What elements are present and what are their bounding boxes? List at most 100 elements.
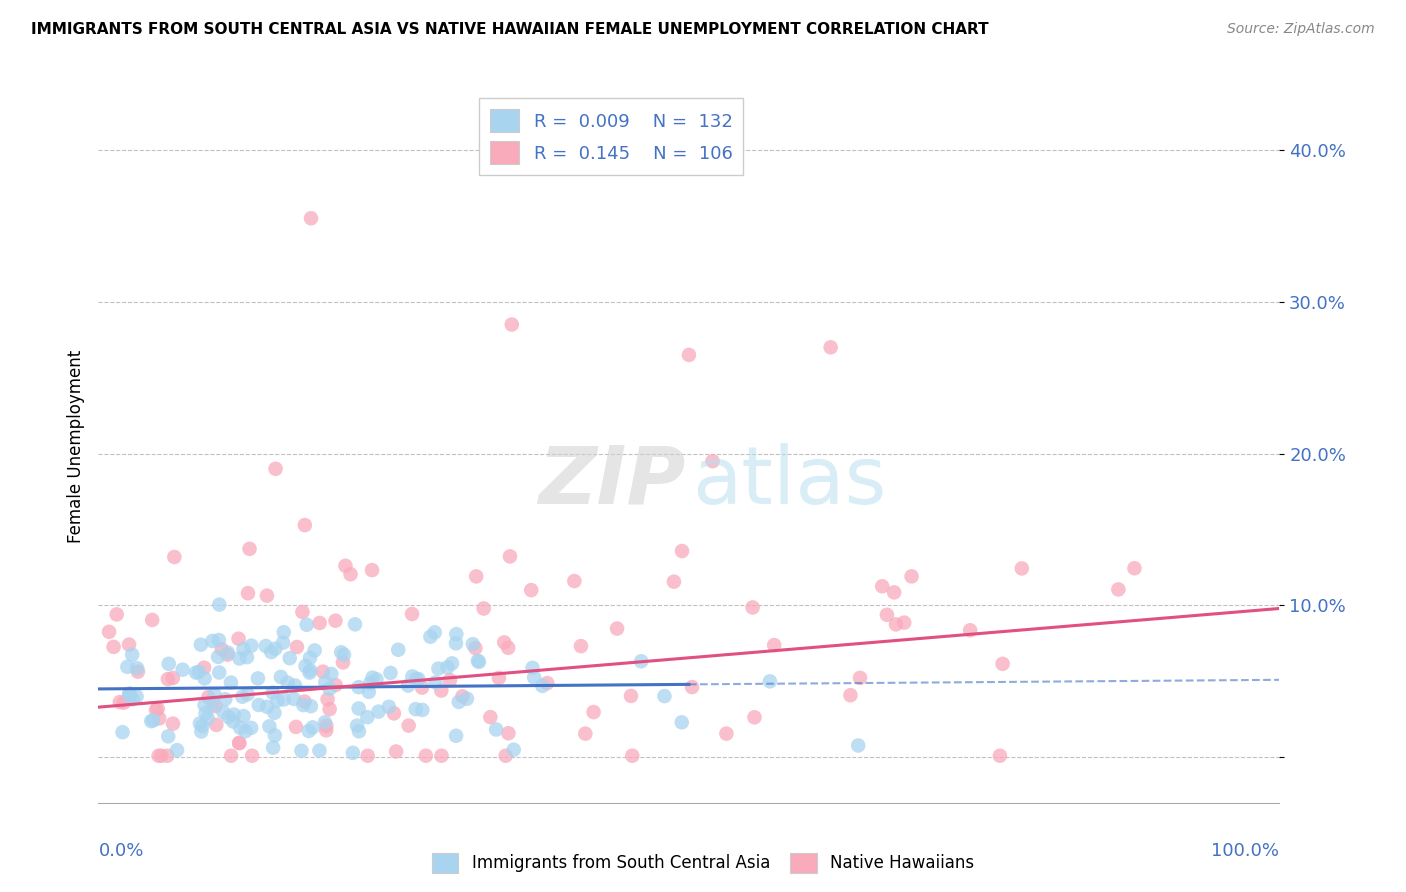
Point: [148, 748, 170, 763]
Point: [299, 699, 322, 714]
Point: [188, 716, 211, 731]
Point: [820, 340, 842, 354]
Point: [522, 661, 544, 675]
Point: [118, 687, 141, 701]
Point: [366, 673, 388, 687]
Point: [335, 558, 357, 573]
Point: [325, 678, 347, 692]
Point: [211, 642, 233, 657]
Point: [98, 624, 121, 639]
Point: [316, 692, 339, 706]
Point: [217, 648, 239, 662]
Point: [325, 614, 347, 628]
Point: [423, 625, 446, 640]
Point: [347, 701, 370, 715]
Point: [278, 651, 301, 665]
Point: [232, 642, 254, 657]
Point: [121, 692, 143, 706]
Point: [361, 671, 384, 685]
Point: [991, 657, 1014, 671]
Point: [405, 672, 427, 686]
Point: [172, 663, 194, 677]
Point: [228, 632, 250, 646]
Point: [849, 671, 872, 685]
Point: [262, 740, 284, 755]
Point: [582, 705, 605, 719]
Point: [430, 683, 453, 698]
Point: [256, 589, 278, 603]
Point: [464, 641, 486, 656]
Point: [436, 660, 458, 674]
Point: [654, 689, 676, 703]
Point: [900, 569, 922, 583]
Point: [212, 705, 235, 719]
Point: [184, 665, 207, 680]
Point: [222, 707, 245, 722]
Point: [357, 685, 380, 699]
Point: [236, 586, 259, 600]
Point: [273, 692, 295, 706]
Point: [347, 680, 370, 694]
Text: Source: ZipAtlas.com: Source: ZipAtlas.com: [1227, 22, 1375, 37]
Text: 100.0%: 100.0%: [1212, 842, 1279, 860]
Point: [494, 635, 516, 649]
Point: [382, 706, 405, 721]
Point: [263, 706, 285, 720]
Point: [488, 671, 510, 685]
Point: [621, 748, 644, 763]
Text: ZIP: ZIP: [538, 442, 685, 521]
Point: [870, 579, 893, 593]
Legend: Immigrants from South Central Asia, Native Hawaiians: Immigrants from South Central Asia, Nati…: [425, 847, 981, 880]
Point: [205, 718, 228, 732]
Point: [465, 569, 488, 583]
Point: [190, 638, 212, 652]
Point: [496, 640, 519, 655]
Point: [893, 615, 915, 630]
Point: [301, 720, 323, 734]
Point: [479, 710, 502, 724]
Point: [214, 692, 236, 706]
Point: [444, 636, 467, 650]
Point: [236, 650, 259, 665]
Point: [117, 660, 139, 674]
Point: [108, 695, 131, 709]
Point: [118, 688, 141, 702]
Point: [321, 667, 343, 681]
Point: [259, 719, 281, 733]
Point: [236, 687, 259, 701]
Point: [415, 748, 437, 763]
Point: [339, 567, 361, 582]
Point: [240, 721, 263, 735]
Point: [273, 625, 295, 640]
Point: [219, 675, 242, 690]
Point: [163, 549, 186, 564]
Point: [270, 670, 292, 684]
Point: [884, 617, 907, 632]
Point: [1107, 582, 1129, 597]
Point: [446, 627, 468, 641]
Point: [260, 645, 283, 659]
Point: [204, 688, 226, 702]
Point: [846, 739, 869, 753]
Point: [247, 698, 270, 712]
Point: [162, 671, 184, 685]
Point: [606, 622, 628, 636]
Point: [1011, 561, 1033, 575]
Point: [671, 715, 693, 730]
Point: [256, 699, 278, 714]
Point: [344, 617, 367, 632]
Point: [290, 744, 312, 758]
Point: [193, 672, 215, 686]
Point: [401, 607, 423, 621]
Point: [271, 635, 294, 649]
Point: [277, 675, 299, 690]
Point: [662, 574, 685, 589]
Point: [315, 719, 337, 733]
Text: IMMIGRANTS FROM SOUTH CENTRAL ASIA VS NATIVE HAWAIIAN FEMALE UNEMPLOYMENT CORREL: IMMIGRANTS FROM SOUTH CENTRAL ASIA VS NA…: [31, 22, 988, 37]
Point: [380, 665, 402, 680]
Point: [217, 646, 239, 660]
Point: [378, 699, 401, 714]
Point: [883, 585, 905, 599]
Point: [502, 742, 524, 756]
Point: [312, 665, 335, 679]
